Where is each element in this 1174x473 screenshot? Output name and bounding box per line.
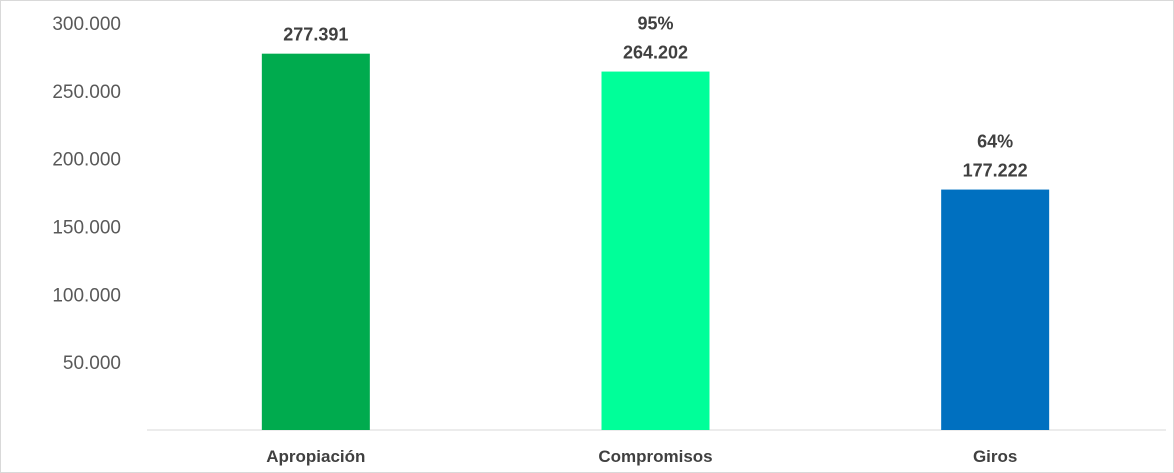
category-label: Giros [973,447,1017,466]
y-tick-label: 50.000 [63,353,121,374]
x-axis-categories: Apropiación Compromisos Giros [266,447,1017,466]
percent-label: 95% [637,14,673,34]
value-label: 264.202 [623,43,688,63]
y-tick-label: 250.000 [52,82,121,103]
value-label: 177.222 [963,161,1028,181]
category-label: Compromisos [598,447,712,466]
value-label: 277.391 [283,25,348,45]
y-axis: 50.000 100.000 150.000 200.000 250.000 300.00… [52,14,121,374]
category-label: Apropiación [266,447,365,466]
bar-2 [601,71,710,431]
bar-3 [941,189,1050,430]
percent-label: 64% [977,132,1013,152]
y-tick-label: 200.000 [52,150,121,171]
bar-1 [261,53,370,430]
y-tick-label: 100.000 [52,285,121,306]
bars [261,53,1050,431]
y-tick-label: 150.000 [52,218,121,239]
data-labels: 277.391 264.202 95% 177.222 64% [283,14,1027,181]
y-tick-label: 300.000 [52,14,121,35]
